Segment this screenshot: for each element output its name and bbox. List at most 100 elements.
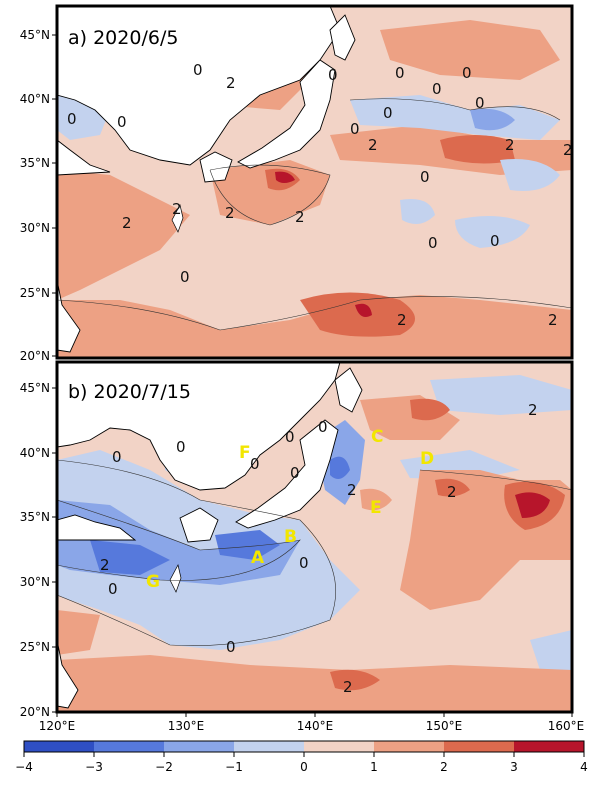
longitude-axis: 120°E 130°E 140°E 150°E 160°E [39, 712, 585, 733]
panel-b-land-japan [235, 419, 339, 529]
lon-tick-label: 150°E [426, 719, 463, 733]
lat-tick-label: 40°N [20, 92, 50, 106]
contour-label: 2 [447, 483, 457, 501]
contour-label: 0 [108, 580, 118, 598]
lat-tick-label: 20°N [20, 349, 50, 363]
colorbar-tick: 3 [510, 752, 518, 774]
lat-tick-label: 40°N [20, 446, 50, 460]
panel-b-contour-3 [419, 469, 572, 491]
lat-tick-label: 25°N [20, 640, 50, 654]
lat-tick-label: 35°N [20, 510, 50, 524]
panel-a-land-south [57, 279, 81, 353]
region-label-f: F [239, 443, 251, 463]
colorbar-tick-label: 2 [440, 760, 448, 774]
colorbar-tick-label: 3 [510, 760, 518, 774]
region-label-g: G [146, 572, 160, 592]
region-label-a: A [251, 548, 265, 568]
colorbar-tick-label: 4 [580, 760, 588, 774]
panel-b-cold-japan-east [330, 456, 350, 479]
contour-label: 0 [490, 232, 500, 250]
panel-b-warm-southwest [57, 610, 100, 655]
lat-tick-b: 30°N [20, 575, 57, 589]
panel-b-land-south [57, 639, 79, 709]
colorbar-tick-label: −3 [85, 760, 103, 774]
contour-label: 0 [176, 438, 186, 456]
panel-a-contour-3 [349, 98, 561, 121]
panel-b-map [57, 362, 572, 712]
colorbar-tick: 0 [300, 752, 308, 774]
colorbar-segment [374, 741, 444, 752]
colorbar-segment [514, 741, 584, 752]
panel-b-cool-southeast [530, 630, 572, 680]
panel-b-contour-1 [57, 459, 337, 647]
contour-label: 2 [563, 141, 573, 159]
colorbar-tick: −2 [155, 752, 173, 774]
lat-tick-label: 45°N [20, 28, 50, 42]
contour-label: 0 [383, 104, 393, 122]
colorbar-tick-label: −1 [225, 760, 243, 774]
panel-b-land-taiwan [169, 564, 182, 593]
panel-b-hot-east [515, 492, 550, 518]
panel-a-map [57, 6, 572, 358]
lon-tick: 140°E [297, 712, 334, 733]
panel-b-contour-2 [57, 499, 301, 581]
lon-tick: 130°E [168, 712, 204, 733]
colorbar-segment [444, 741, 514, 752]
contour-label: 0 [428, 234, 438, 252]
lon-tick-label: 140°E [297, 719, 334, 733]
panel-a-cool-mid-east [455, 216, 530, 248]
lat-tick-label: 25°N [20, 286, 50, 300]
contour-label: 2 [100, 556, 110, 574]
colorbar-tick: 4 [580, 752, 588, 774]
lat-tick-b: 35°N [20, 510, 57, 524]
lat-tick-label: 45°N [20, 381, 50, 395]
lon-tick-label: 120°E [39, 719, 76, 733]
panel-b-warm-south-core [330, 669, 380, 691]
colorbar-tick-label: 1 [370, 760, 378, 774]
colorbar-tick: −3 [85, 752, 103, 774]
contour-label: 2 [226, 74, 236, 92]
panel-a-warm-east-core [440, 135, 515, 164]
contour-label: 2 [295, 208, 305, 226]
contour-label: 2 [397, 311, 407, 329]
colorbar-tick-label: 0 [300, 760, 308, 774]
panel-b-warm-south [57, 655, 572, 712]
panel-b-land-hokkaido [334, 367, 363, 413]
colorbar-segment [164, 741, 234, 752]
contour-label: 0 [420, 168, 430, 186]
contour-label: 0 [318, 418, 328, 436]
panel-a-cool-east-core [470, 108, 515, 131]
contour-label: 2 [548, 311, 558, 329]
panel-b-title: b) 2020/7/15 [68, 381, 191, 403]
panel-a-land-taiwan [171, 204, 184, 233]
contour-label: 0 [250, 455, 260, 473]
panel-a-warm-northeast [380, 20, 560, 80]
region-label-b: B [284, 527, 297, 547]
lat-tick-a: 45°N [20, 28, 57, 42]
panel-a-warm-south-core [300, 292, 415, 337]
colorbar-segment [94, 741, 164, 752]
contour-label: 2 [122, 214, 132, 232]
panel-b-contour-labels: 0 0 0 0 0 0 2 2 2 0 0 2 0 2 [100, 401, 538, 696]
lat-tick-label: 35°N [20, 156, 50, 170]
contour-label: 2 [347, 481, 357, 499]
contour-label: 0 [117, 113, 127, 131]
panel-a-cool-east [350, 95, 560, 140]
contour-label: 0 [67, 110, 77, 128]
panel-a-land-hokkaido [329, 14, 356, 61]
contour-label: 2 [172, 200, 182, 218]
lat-tick-label: 30°N [20, 575, 50, 589]
contour-label: 2 [343, 678, 353, 696]
lon-tick-label: 160°E [548, 719, 585, 733]
panel-a-land-korea [199, 151, 233, 183]
contour-label: 0 [328, 66, 338, 84]
latitude-axis-b: 20°N 25°N 30°N 35°N 40°N 45°N [20, 381, 57, 719]
panel-a-hot-south [355, 303, 372, 318]
colorbar-tick: −4 [15, 752, 33, 774]
colorbar-tick-label: −4 [15, 760, 33, 774]
region-label-e: E [370, 498, 382, 518]
contour-label: 0 [180, 268, 190, 286]
contour-label: 0 [299, 554, 309, 572]
region-label-d: D [420, 449, 434, 469]
lat-tick-a: 20°N [20, 349, 57, 363]
